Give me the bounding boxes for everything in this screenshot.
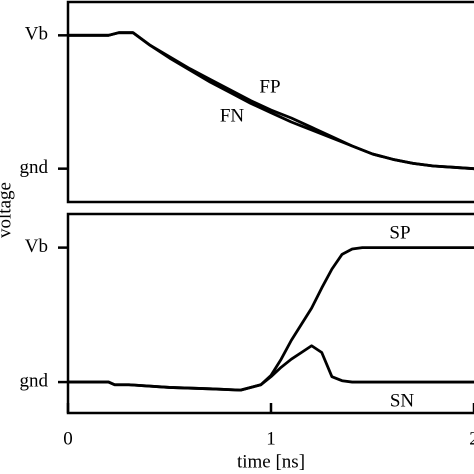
series-label: SN	[390, 390, 415, 411]
panel-frame	[66, 212, 474, 415]
y-axis-label: voltage	[0, 182, 15, 238]
series-label: SP	[389, 222, 410, 243]
series-label: FN	[220, 105, 245, 126]
y-tick-label: Vb	[25, 24, 48, 45]
x-axis-label: time [ns]	[237, 451, 305, 472]
y-tick-label: gnd	[20, 370, 49, 391]
line-series	[66, 344, 474, 392]
x-tick-label: 2	[469, 428, 474, 449]
y-tick-label: gnd	[20, 157, 49, 178]
x-tick-label: 1	[266, 428, 276, 449]
y-tick-label: Vb	[25, 236, 48, 257]
series-label: FP	[259, 76, 280, 97]
x-tick-label: 0	[63, 428, 73, 449]
line-series	[66, 31, 474, 171]
line-series	[66, 31, 474, 171]
line-series	[66, 246, 474, 392]
panel-frame	[66, 0, 474, 204]
